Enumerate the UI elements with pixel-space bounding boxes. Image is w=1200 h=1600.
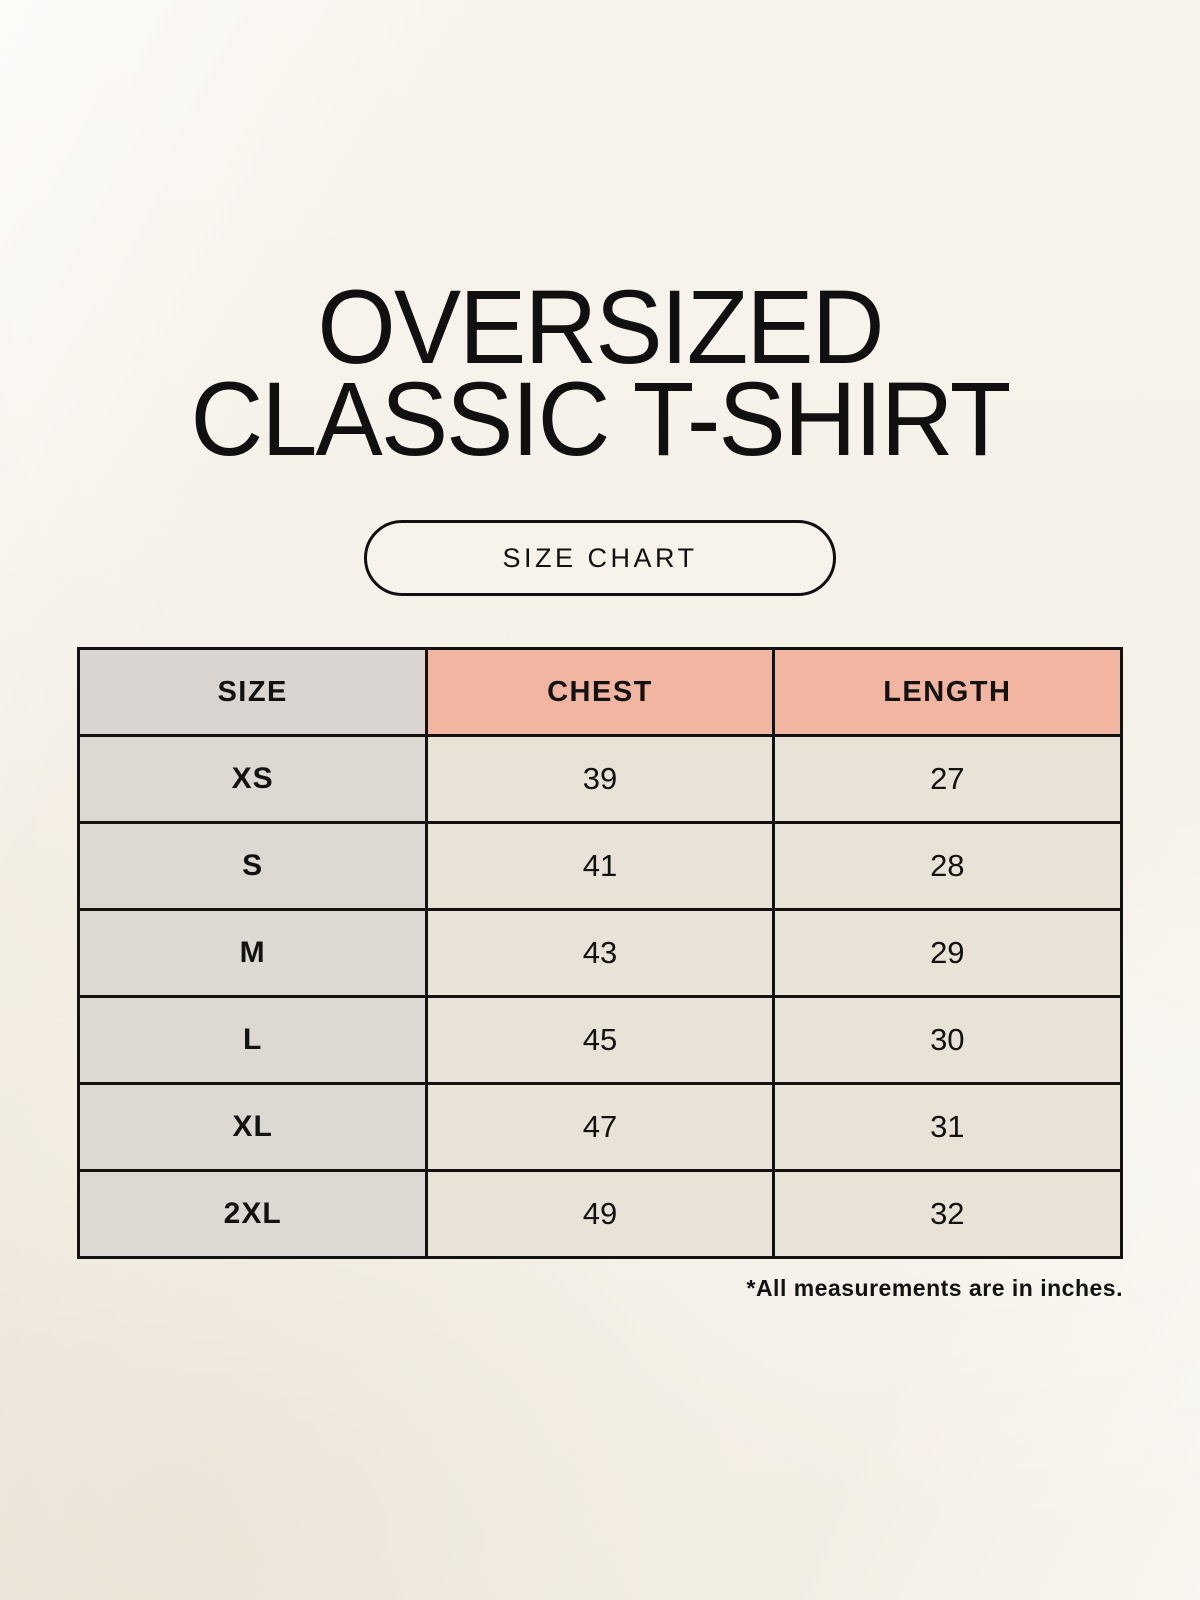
size-chart-badge: SIZE CHART <box>364 520 836 596</box>
length-value: 32 <box>771 1169 1124 1259</box>
length-value: 31 <box>771 1082 1124 1172</box>
table-header-row: SIZE CHEST LENGTH <box>76 647 1124 737</box>
table-row-xs: XS 39 27 <box>76 734 1124 824</box>
chest-value: 43 <box>425 908 775 998</box>
column-header-chest: CHEST <box>425 647 775 737</box>
chest-value: 39 <box>425 734 775 824</box>
size-label: 2XL <box>76 1169 429 1259</box>
page-title: OVERSIZED CLASSIC T-SHIRT <box>24 0 1176 478</box>
chest-value: 41 <box>425 821 775 911</box>
length-value: 27 <box>771 734 1124 824</box>
size-label: XL <box>76 1082 429 1172</box>
size-label: S <box>76 821 429 911</box>
length-value: 29 <box>771 908 1124 998</box>
table-row-2xl: 2XL 49 32 <box>76 1169 1124 1259</box>
size-label: M <box>76 908 429 998</box>
chest-value: 47 <box>425 1082 775 1172</box>
column-header-length: LENGTH <box>771 647 1124 737</box>
table-row-l: L 45 30 <box>76 995 1124 1085</box>
length-value: 28 <box>771 821 1124 911</box>
page-title-line-2: CLASSIC T-SHIRT <box>190 361 1012 478</box>
table-row-s: S 41 28 <box>76 821 1124 911</box>
column-header-size: SIZE <box>76 647 429 737</box>
chest-value: 45 <box>425 995 775 1085</box>
table-row-m: M 43 29 <box>76 908 1124 998</box>
length-value: 30 <box>771 995 1124 1085</box>
table-row-xl: XL 47 31 <box>76 1082 1124 1172</box>
chest-value: 49 <box>425 1169 775 1259</box>
size-table: SIZE CHEST LENGTH XS 39 27 S 41 28 M <box>76 647 1124 1259</box>
measurements-footnote: *All measurements are in inches. <box>746 1275 1123 1301</box>
size-label: L <box>76 995 429 1085</box>
size-label: XS <box>76 734 429 824</box>
size-chart-badge-label: SIZE CHART <box>502 542 698 573</box>
